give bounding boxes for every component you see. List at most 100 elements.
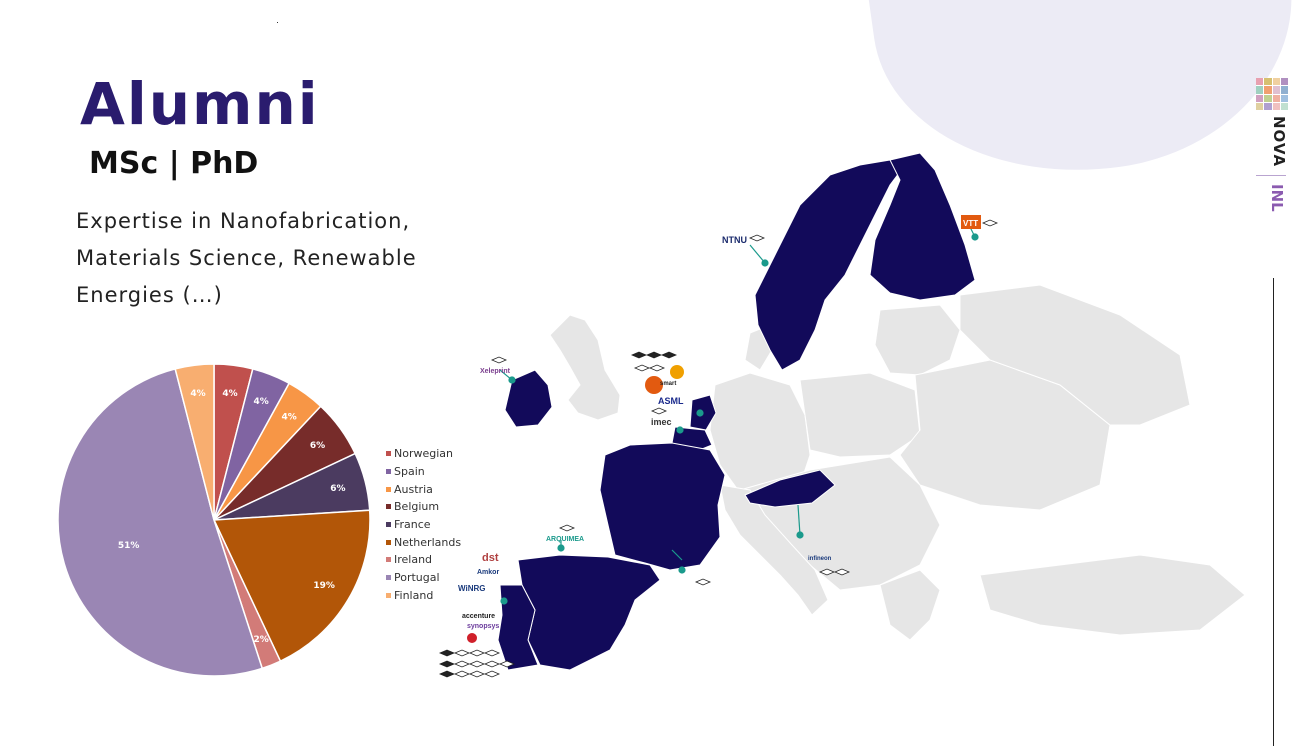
legend-label: Ireland: [394, 553, 433, 567]
pie-slice-portugal: [57, 367, 264, 677]
logo-winrg: WiNRG: [458, 584, 485, 593]
legend-label: Finland: [394, 588, 434, 602]
legend-item-netherlands: Netherlands: [386, 533, 461, 551]
grad-cap-icon: [981, 219, 999, 227]
grad-cap-icon: [650, 407, 668, 415]
legend-item-portugal: Portugal: [386, 569, 461, 587]
grad-cap-icon: [438, 670, 456, 678]
expertise-description: Expertise in Nanofabrication, Materials …: [76, 209, 417, 307]
nova-logo-text: NOVA: [1270, 116, 1288, 168]
connector-dot-ntnu: [761, 259, 769, 267]
country-italy: [719, 484, 829, 616]
legend-label: Spain: [394, 465, 425, 479]
country-greece: [879, 569, 941, 641]
connector-dot-imec: [676, 426, 684, 434]
page-title: Alumni: [80, 70, 320, 138]
grad-cap-icon: [498, 660, 516, 668]
legend-item-spain: Spain: [386, 463, 461, 481]
logo-asml: ASML: [658, 396, 684, 406]
grad-cap-icon: [438, 660, 456, 668]
logo-arquimea: ARQUIMEA: [546, 536, 584, 543]
grad-cap-icon: [468, 670, 486, 678]
legend-item-france: France: [386, 516, 461, 534]
pie-slice-netherlands: [212, 509, 371, 663]
legend-item-ireland: Ireland: [386, 551, 461, 569]
legend-item-norwegian: Norwegian: [386, 445, 461, 463]
pie-label-netherlands: 19%: [313, 581, 335, 591]
connector-dot-asml: [696, 409, 704, 417]
grad-cap-icon: [438, 649, 456, 657]
legend-label: Norwegian: [394, 447, 453, 461]
brand-logo-bar: NOVA INL: [1256, 78, 1290, 212]
connector-dot-xeleprint: [508, 376, 516, 384]
pie-slice-finland: [174, 363, 215, 521]
pie-label-austria: 4%: [282, 413, 297, 423]
logo-amkor: Amkor: [477, 569, 499, 576]
decorative-dot: [277, 22, 278, 23]
grad-cap-icon: [694, 578, 712, 586]
connector-dot-portugal: [500, 597, 508, 605]
legend-item-belgium: Belgium: [386, 498, 461, 516]
legend-label: France: [394, 518, 431, 532]
logo-accenture: accenture: [462, 613, 495, 620]
grad-cap-icon: [453, 670, 471, 678]
legend-label: Portugal: [394, 571, 440, 585]
country-finland: [869, 152, 976, 301]
logo-smart-circle: [645, 376, 663, 394]
legend-swatch: [386, 504, 391, 510]
legend-swatch: [386, 451, 391, 457]
nova-logo-icon: [1256, 78, 1288, 110]
grad-cap-icon: [648, 364, 666, 372]
pie-label-spain: 4%: [253, 397, 268, 407]
legend-swatch: [386, 522, 391, 528]
map-company-logos: NTNU VTT Xeleprint smart ASML imec ARQUI…: [458, 215, 981, 643]
grad-cap-icon: [483, 649, 501, 657]
connector-dot-infineon: [796, 531, 804, 539]
pie-label-norwegian: 4%: [222, 389, 237, 399]
grad-cap-icon: [558, 524, 576, 532]
pie-label-portugal: 51%: [118, 541, 140, 551]
logo-infineon: infineon: [808, 556, 832, 562]
country-norway-sweden: [754, 159, 906, 371]
alumni-pie-chart: 4% 4% 4% 6% 6% 19% 2% 51% 4%: [57, 363, 371, 677]
pie-label-belgium: 6%: [310, 441, 325, 451]
legend-item-finland: Finland: [386, 587, 461, 605]
logo-smart: smart: [660, 381, 676, 387]
pie-label-finland: 4%: [190, 389, 205, 399]
grad-cap-icon: [468, 660, 486, 668]
grad-cap-icon: [645, 351, 663, 359]
logo-ntnu: NTNU: [722, 235, 747, 245]
logo-vtt-box: [961, 215, 981, 229]
country-ireland: [504, 369, 553, 428]
legend-swatch: [386, 575, 391, 581]
map-base-countries: [549, 284, 1246, 641]
legend-label: Belgium: [394, 500, 440, 514]
country-portugal: [497, 584, 539, 671]
logo-red-circle: [467, 633, 477, 643]
connector-dot-marseille: [678, 566, 686, 574]
connector-dot-arquimea: [557, 544, 565, 552]
legend-swatch: [386, 557, 391, 563]
country-austria: [744, 469, 836, 508]
europe-map: NTNU VTT Xeleprint smart ASML imec ARQUI…: [438, 152, 1246, 678]
grad-cap-icon: [748, 234, 766, 242]
pie-legend: Norwegian Spain Austria Belgium France Nether…: [386, 445, 461, 604]
map-highlighted-countries: [497, 152, 976, 671]
legend-label: Austria: [394, 482, 433, 496]
country-turkey: [979, 554, 1246, 636]
logo-synopsys: synopsys: [467, 623, 499, 630]
country-baltics: [874, 304, 961, 376]
grad-cap-icon: [660, 351, 678, 359]
legend-label: Netherlands: [394, 535, 462, 549]
grad-cap-icon: [453, 660, 471, 668]
legend-swatch: [386, 469, 391, 475]
page-subtitle: MSc | PhD: [89, 146, 259, 181]
country-russia-west: [959, 284, 1191, 426]
vertical-divider-line: [1273, 278, 1274, 746]
logo-dst: dst: [482, 552, 499, 564]
pie-label-france: 6%: [330, 484, 345, 494]
connector-dot-vtt: [971, 233, 979, 241]
country-uk: [549, 314, 621, 421]
grad-cap-icon: [468, 649, 486, 657]
logo-divider: [1256, 175, 1286, 177]
